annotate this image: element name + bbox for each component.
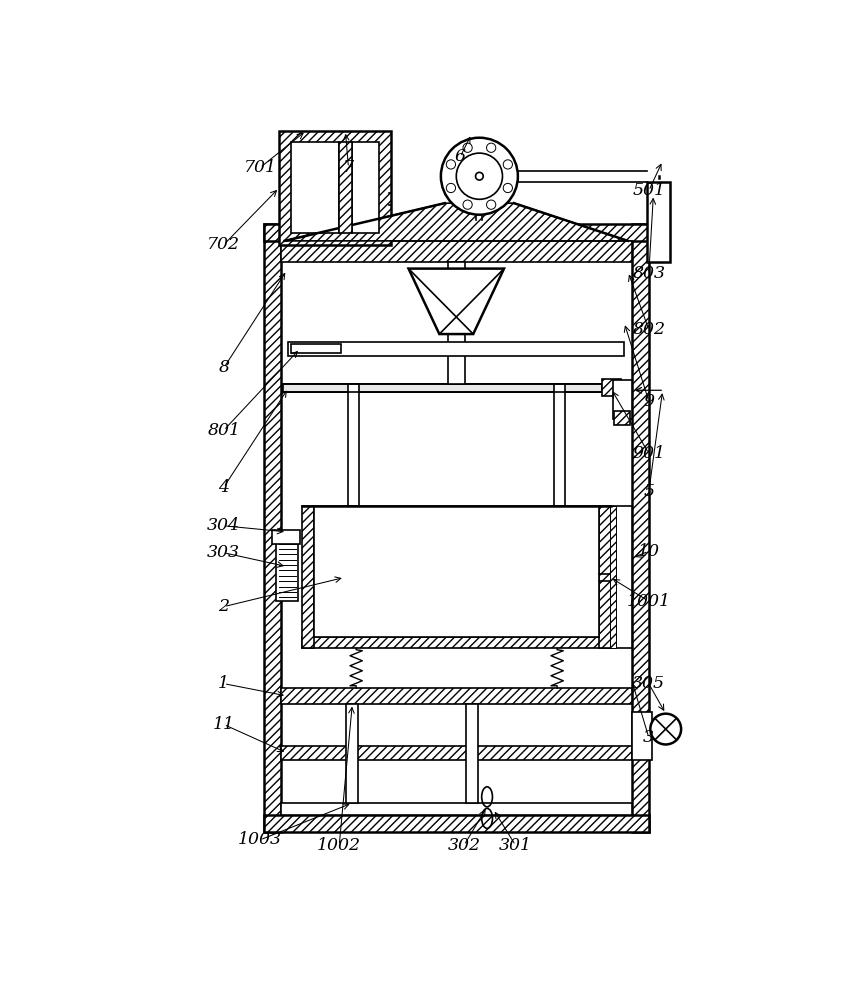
Bar	[602, 379, 621, 396]
Bar	[313, 506, 599, 637]
Bar	[632, 224, 649, 832]
Circle shape	[446, 160, 455, 169]
Text: 7: 7	[343, 159, 354, 176]
Text: 11: 11	[213, 716, 235, 733]
Bar	[614, 411, 630, 425]
Bar	[291, 344, 341, 353]
Bar	[272, 530, 300, 544]
Text: 901: 901	[632, 445, 666, 462]
Bar	[263, 815, 649, 832]
Text: 302: 302	[448, 837, 480, 854]
Text: 6: 6	[455, 148, 466, 165]
Circle shape	[456, 153, 503, 199]
Bar	[610, 506, 616, 648]
Bar	[599, 506, 611, 648]
Polygon shape	[408, 269, 504, 334]
Bar	[281, 241, 632, 262]
Bar	[351, 142, 380, 233]
Circle shape	[650, 714, 681, 744]
Text: 803: 803	[632, 265, 666, 282]
Text: 10: 10	[638, 543, 660, 560]
Text: 1002: 1002	[317, 837, 362, 854]
Bar	[283, 384, 602, 392]
Text: 1001: 1001	[627, 593, 671, 610]
Bar	[288, 342, 624, 356]
Text: 702: 702	[208, 236, 240, 253]
Text: 5: 5	[643, 483, 654, 500]
Bar	[302, 506, 313, 648]
Bar	[283, 384, 602, 392]
Bar	[283, 384, 602, 392]
Circle shape	[486, 143, 496, 152]
Text: 1: 1	[218, 675, 229, 692]
Text: 1003: 1003	[238, 831, 282, 848]
Text: 301: 301	[499, 837, 532, 854]
Polygon shape	[285, 203, 628, 241]
Text: 501: 501	[632, 182, 666, 199]
Circle shape	[486, 200, 496, 209]
Bar	[466, 704, 478, 803]
Bar	[279, 131, 391, 245]
Circle shape	[503, 183, 512, 193]
Text: 9: 9	[643, 393, 654, 410]
Text: 304: 304	[208, 517, 240, 534]
Bar	[346, 704, 358, 803]
Bar	[281, 803, 632, 815]
Text: 801: 801	[208, 422, 240, 439]
Text: 2: 2	[218, 598, 229, 615]
Circle shape	[503, 160, 512, 169]
Bar	[281, 688, 632, 704]
Text: 3: 3	[643, 729, 654, 746]
Bar	[276, 532, 298, 601]
Text: 4: 4	[218, 479, 229, 496]
Bar	[349, 384, 359, 506]
Bar	[302, 637, 611, 648]
Text: 305: 305	[632, 675, 666, 692]
Bar	[610, 506, 632, 648]
Text: 802: 802	[632, 321, 666, 338]
Bar	[339, 142, 351, 233]
Bar	[612, 380, 632, 419]
Bar	[263, 224, 649, 241]
Bar	[281, 746, 632, 760]
Circle shape	[463, 143, 472, 152]
Bar	[554, 384, 565, 506]
Bar	[448, 262, 465, 384]
Text: 303: 303	[208, 544, 240, 561]
Text: 701: 701	[244, 159, 276, 176]
Circle shape	[463, 200, 472, 209]
Bar	[291, 142, 339, 233]
Bar	[647, 182, 671, 262]
Bar	[632, 712, 652, 760]
Circle shape	[446, 183, 455, 193]
Bar	[263, 224, 281, 832]
Circle shape	[441, 138, 517, 215]
Text: 8: 8	[218, 359, 229, 376]
Circle shape	[475, 172, 483, 180]
